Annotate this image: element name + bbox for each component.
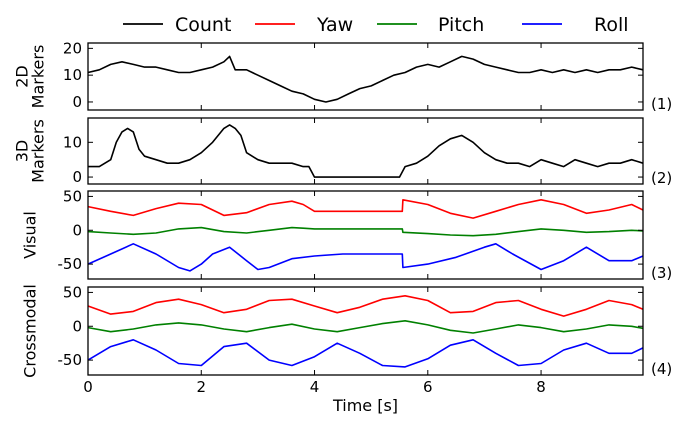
- series-line-roll: [87, 243, 644, 272]
- y-tick-label: -50: [58, 351, 83, 369]
- series-line-yaw: [87, 199, 644, 219]
- y-tick-label: -50: [58, 255, 83, 273]
- panel-frame: [87, 117, 644, 185]
- legend-label-count: Count: [175, 14, 231, 36]
- legend: Count Yaw Pitch Roll: [123, 14, 629, 36]
- series-line-pitch: [87, 226, 644, 237]
- x-axis-label: Time [s]: [332, 396, 398, 415]
- series-line-pitch: [87, 320, 644, 334]
- panel-frame: [87, 42, 644, 111]
- x-tick-label: 4: [310, 378, 320, 396]
- panel-tag: (4): [651, 360, 672, 378]
- x-tick-label: 8: [536, 378, 546, 396]
- y-tick-label: 50: [63, 283, 82, 301]
- x-axis: 0 2 4 6 8 Time [s]: [83, 378, 546, 415]
- y-tick-label: 0: [72, 93, 82, 111]
- series-line-count: [87, 55, 644, 103]
- panel-tag: (2): [651, 169, 672, 187]
- y-axis-label: Markers: [29, 119, 48, 183]
- panel-frame: [87, 190, 644, 280]
- x-tick-label: 6: [423, 378, 433, 396]
- panel-frame: [87, 286, 644, 376]
- panel-tag: (3): [651, 264, 672, 282]
- legend-label-pitch: Pitch: [438, 14, 484, 36]
- legend-label-roll: Roll: [594, 14, 629, 36]
- y-tick-label: 10: [63, 66, 82, 84]
- panel-3: -50 0 50 Visual (3): [21, 187, 673, 282]
- legend-label-yaw: Yaw: [316, 14, 353, 36]
- y-axis-label: Visual: [21, 211, 40, 259]
- panel-4: -50 0 50 Crossmodal (4): [21, 283, 673, 378]
- x-tick-label: 0: [83, 378, 93, 396]
- y-tick-label: 0: [72, 168, 82, 186]
- series-line-count: [88, 124, 644, 178]
- series-line-roll: [87, 339, 644, 368]
- x-tick-label: 2: [196, 378, 206, 396]
- y-tick-label: 10: [63, 133, 82, 151]
- y-axis-label: Crossmodal: [21, 284, 40, 378]
- y-axis-label: Markers: [29, 45, 48, 109]
- series-line-yaw: [87, 295, 644, 317]
- panel-tag: (1): [651, 95, 672, 113]
- y-tick-label: 50: [63, 187, 82, 205]
- y-axis-label: 2D: [13, 65, 32, 88]
- y-tick-label: 0: [72, 221, 82, 239]
- y-tick-label: 20: [63, 39, 82, 57]
- y-axis-label: 3D: [13, 140, 32, 163]
- y-tick-label: 0: [72, 317, 82, 335]
